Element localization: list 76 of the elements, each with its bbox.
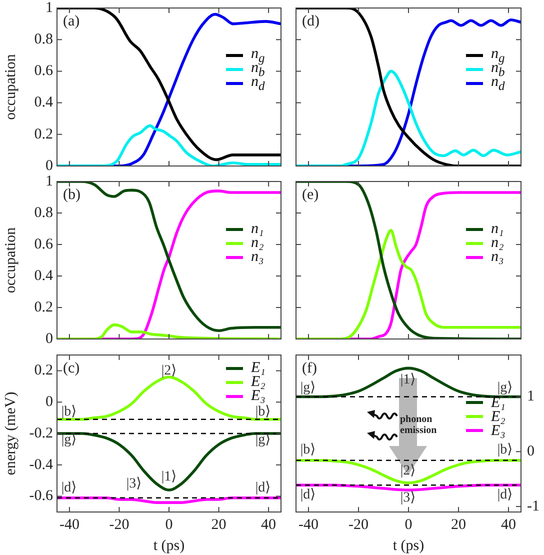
legend-label: E₁ [251,360,266,376]
annotation: (e) [302,186,319,203]
legend-label: E₁ [491,394,506,411]
y-tick-label: 0.8 [34,204,53,221]
annotation: |3⟩ [400,490,416,506]
y-tick-label: 0.2 [34,126,53,142]
legend-label: n₁ [491,221,505,238]
annotation: |g⟩ [497,380,513,396]
legend-label: n$_{g}$ [491,46,506,65]
y-tick-label: 0.2 [34,362,53,379]
x-tick-label: 40 [261,516,276,533]
x-tick-label: 40 [501,516,516,533]
y-axis-title: energy (meV) [2,392,19,476]
legend-label: n₃ [491,249,505,266]
legend-label: n₃ [251,249,265,266]
y-axis-title: occupation [2,53,19,120]
y2-tick-label: -1 [527,498,540,514]
legend-label: n₁ [251,221,265,238]
annotation: (d) [302,12,320,29]
x-axis-title: t (ps) [392,538,424,554]
y-tick-label: 0 [46,394,53,410]
y-tick-label: 0.6 [34,236,54,252]
line-series [57,124,281,166]
y-tick-label: -0.2 [29,425,53,442]
y-tick-label: 1 [46,0,53,16]
y-tick-label: 1 [46,173,53,190]
legend-label: E₂ [251,374,266,390]
y-tick-label: 0.2 [34,299,53,316]
x-tick-label: -40 [298,516,318,533]
annotation: |2⟩ [400,464,416,479]
x-tick-label: -40 [59,516,80,533]
y-tick-label: 0 [46,157,53,174]
y-axis-title: occupation [2,226,19,294]
annotation: phonon emission [400,414,438,436]
annotation: |1⟩ [161,470,177,485]
y-tick-label: 0.8 [34,31,53,48]
y-tick-label: 0.4 [34,268,54,284]
legend-label: E₂ [491,408,506,425]
annotation: (c) [63,360,80,376]
x-tick-label: 20 [211,516,226,533]
y-tick-label: 0 [46,330,53,347]
annotation: |d⟩ [255,480,271,496]
legend-label: n₂ [491,235,505,252]
annotation: |d⟩ [61,480,77,496]
x-axis-title: t (ps) [153,538,185,554]
y-tick-label: -0.4 [29,456,54,473]
annotation: (f) [302,360,317,376]
annotation: |3⟩ [126,476,142,492]
y-tick-label: 0.4 [34,94,54,110]
y-tick-label: -0.6 [29,488,54,504]
annotation: |g⟩ [255,432,271,448]
annotation: |g⟩ [61,432,77,448]
legend-label: E₃ [491,422,506,439]
x-tick-label: 20 [451,516,466,533]
y2-tick-label: 1 [527,388,534,405]
annotation: (b) [63,186,80,203]
annotation: |d⟩ [497,488,513,503]
annotation: |b⟩ [497,442,513,458]
annotation: |1⟩ [400,372,416,388]
x-tick-label: 0 [404,516,412,533]
x-tick-label: -20 [348,516,368,533]
annotation: (a) [63,12,80,29]
x-tick-label: 0 [165,516,173,533]
annotation: |d⟩ [300,488,316,503]
line-series [57,323,281,339]
annotation: |2⟩ [161,364,177,379]
y2-tick-label: 0 [527,444,534,460]
x-tick-label: -20 [109,516,130,533]
legend-label: E₃ [251,388,266,404]
annotation: |b⟩ [255,404,271,420]
y-tick-label: 0.6 [34,62,54,79]
annotation: |b⟩ [300,442,316,458]
annotation: |g⟩ [300,380,316,396]
annotation: |b⟩ [61,404,77,420]
legend-label: n₂ [251,235,265,252]
legend-label: n$_{g}$ [251,46,266,65]
